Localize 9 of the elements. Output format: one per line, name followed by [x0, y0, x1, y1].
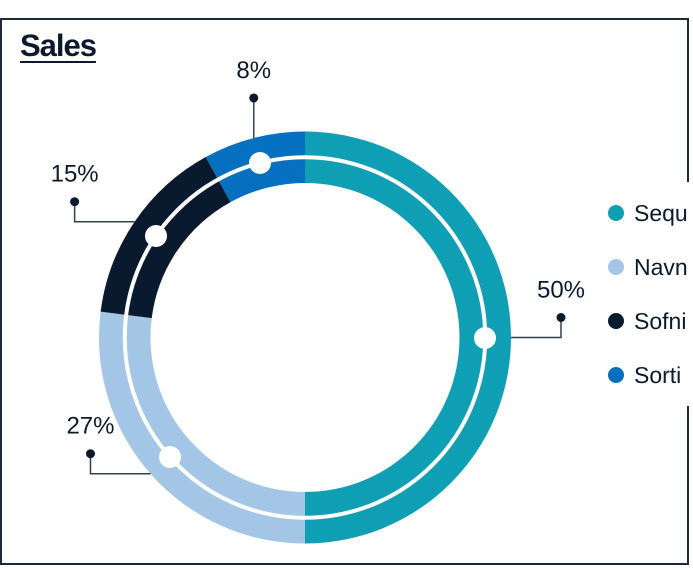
chart-title: Sales — [20, 28, 96, 64]
data-label: 50% — [536, 276, 586, 304]
data-label: 15% — [50, 160, 99, 188]
legend-label: Navn — [634, 254, 688, 280]
legend-label: Sequ — [634, 200, 688, 226]
legend-label: Sofni — [634, 308, 686, 334]
legend-label: Sorti — [634, 362, 682, 388]
data-label: 27% — [66, 412, 114, 440]
data-label: 8% — [236, 56, 272, 84]
